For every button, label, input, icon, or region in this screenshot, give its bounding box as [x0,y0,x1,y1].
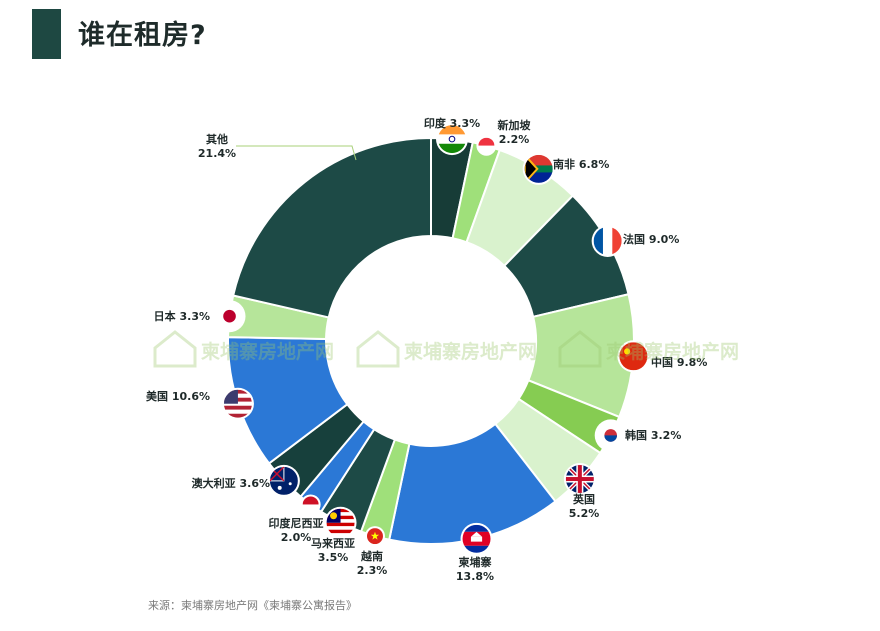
slice-label: 新加坡 2.2% [498,118,532,146]
svg-text:柬埔寨房地产网: 柬埔寨房地产网 [201,340,334,363]
svg-text:柬埔寨房地产网: 柬埔寨房地产网 [606,340,739,363]
india-flag-icon [436,123,469,156]
slice-label: 印度尼西亚 2.0% [269,516,324,544]
japan-flag-icon [213,300,246,333]
svg-text:柬埔寨房地产网: 柬埔寨房地产网 [404,340,537,363]
slice-label: 日本 3.3% [154,309,210,323]
usa-flag-icon [221,387,254,420]
vietnam-flag-icon [364,526,385,547]
australia-flag-icon [267,464,300,497]
slice-label: 英国 5.2% [569,492,600,520]
uk-flag-icon [563,463,596,496]
china-flag-icon [617,340,650,373]
indonesia-flag-icon [300,494,321,515]
slice-label: 美国 10.6% [146,389,210,403]
slice-other [231,136,432,319]
slice-label: 法国 9.0% [623,232,679,246]
slice-label: 印度 3.3% [424,116,480,130]
south-africa-flag-icon [522,152,555,185]
korea-flag-icon [594,419,627,452]
slice-label: 越南 2.3% [357,549,388,577]
slice-label: 马来西亚 3.5% [311,536,355,564]
slice-label: 澳大利亚 3.6% [192,476,270,490]
title-accent-bar [32,9,61,59]
watermark-logo: 柬埔寨房地产网 [153,330,334,368]
watermark-logo: 柬埔寨房地产网 [558,330,739,368]
watermark-logo: 柬埔寨房地产网 [356,330,537,368]
france-flag-icon [591,224,624,257]
cambodia-flag-icon [460,522,493,555]
singapore-flag-icon [476,135,497,156]
slice-label: 柬埔寨 13.8% [456,555,494,583]
other-leader-line [236,145,357,161]
page-title: 谁在租房? [78,20,207,51]
slice-label: 其他 21.4% [198,132,236,160]
source-note: 来源：柬埔寨房地产网《柬埔寨公寓报告》 [148,599,357,612]
slice-label: 中国 9.8% [651,355,707,369]
slice-label: 韩国 3.2% [625,428,681,442]
malaysia-flag-icon [324,506,357,539]
slice-label: 南非 6.8% [553,157,609,171]
